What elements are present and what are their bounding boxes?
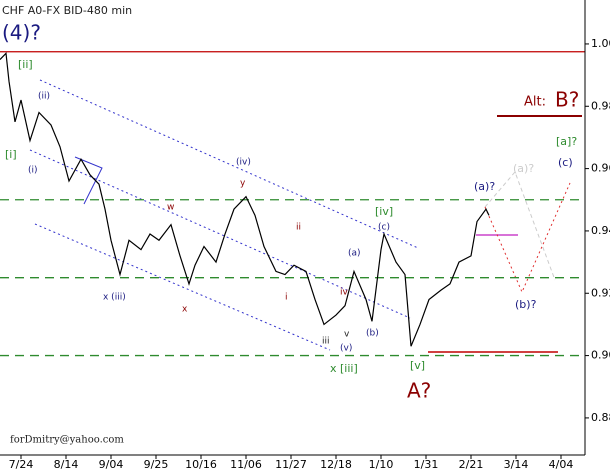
triangle xyxy=(74,156,103,205)
y-tick-label: 0.88 xyxy=(591,411,610,424)
wave-label: (b)? xyxy=(515,298,537,311)
y-tick-label: 0.92 xyxy=(591,286,610,299)
wave-label: B? xyxy=(555,88,579,112)
x-tick-label: 11/06 xyxy=(230,458,262,471)
x-tick-label: 8/14 xyxy=(54,458,79,471)
y-tick-label: 0.90 xyxy=(591,349,610,362)
x-tick-label: 3/14 xyxy=(504,458,529,471)
wave-label: [ii] xyxy=(18,58,33,71)
wave-label: (ii) xyxy=(38,92,50,102)
wave-label: iii xyxy=(322,337,330,347)
wave-label: x xyxy=(182,305,188,315)
y-tick-label: 0.98 xyxy=(591,99,610,112)
wave-label: A? xyxy=(407,379,431,403)
wave-label: (i) xyxy=(28,166,38,176)
wave-label: v xyxy=(344,330,350,340)
wave-label: iv xyxy=(340,288,349,298)
wave-label: [iv] xyxy=(375,205,393,218)
wave-drawing xyxy=(0,51,585,357)
projection-line xyxy=(484,171,556,281)
x-tick-label: 1/10 xyxy=(369,458,394,471)
wave-label: (c) xyxy=(558,156,573,169)
wave-label: (b) xyxy=(366,329,379,339)
x-tick-label: 11/27 xyxy=(275,458,307,471)
wave-label: [a]? xyxy=(556,135,577,148)
x-tick-label: 9/04 xyxy=(99,458,124,471)
x-tick-label: 7/24 xyxy=(9,458,34,471)
footer: forDmitry@yahoo.com xyxy=(10,435,124,446)
wave-label: (a) xyxy=(348,249,361,259)
wave-label: w xyxy=(167,203,174,213)
wave-label: (c) xyxy=(378,223,390,233)
wave-label: x (iii) xyxy=(103,293,126,303)
wave-label: (v) xyxy=(340,344,352,354)
channel-line xyxy=(34,223,331,351)
price-line xyxy=(0,51,490,347)
wave-label: [i] xyxy=(5,148,17,161)
wave-label: (iv) xyxy=(236,158,251,168)
projection-line xyxy=(484,182,571,294)
channel-line xyxy=(29,149,411,319)
x-tick-label: 10/16 xyxy=(185,458,217,471)
wave-label: y xyxy=(240,179,246,189)
x-tick-label: 2/21 xyxy=(459,458,484,471)
wave-label: ii xyxy=(296,223,301,233)
y-tick-label: 0.94 xyxy=(591,224,610,237)
wave-label: (a)? xyxy=(513,162,534,175)
x-tick-label: 9/25 xyxy=(144,458,169,471)
chart-title: CHF A0-FX BID-480 min xyxy=(2,4,132,17)
wave-label: i xyxy=(285,293,288,303)
wave-label: Alt: xyxy=(524,95,546,110)
y-tick-label: 1.00 xyxy=(591,37,610,50)
y-tick-label: 0.96 xyxy=(591,162,610,175)
x-tick-label: 1/31 xyxy=(414,458,439,471)
x-tick-label: 4/04 xyxy=(549,458,574,471)
wave-label: x [iii] xyxy=(330,362,358,375)
wave-label: (a)? xyxy=(474,180,495,193)
wave-label: (4)? xyxy=(2,21,41,45)
wave-label: [v] xyxy=(410,359,425,372)
x-tick-label: 12/18 xyxy=(320,458,352,471)
channel-line xyxy=(39,79,419,249)
